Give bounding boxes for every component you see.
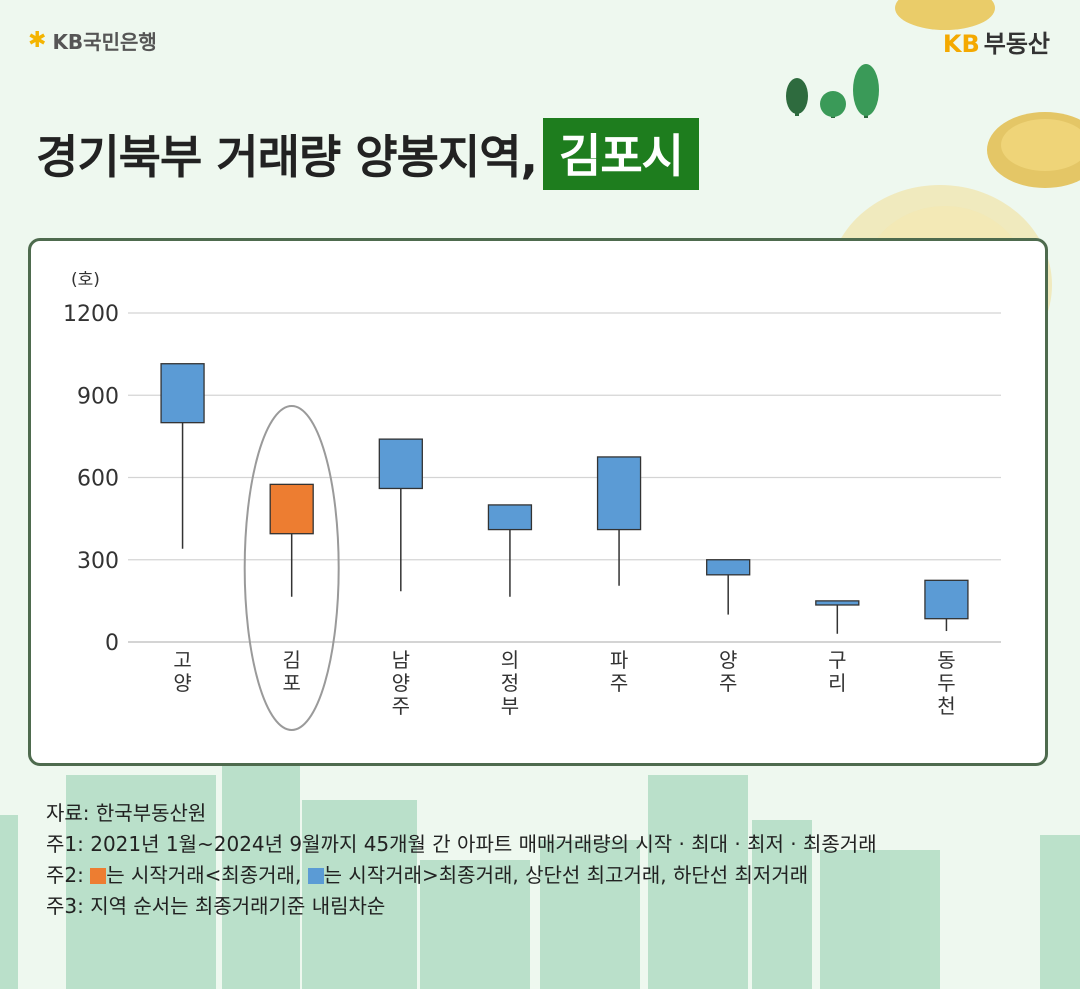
x-tick-label: 주	[719, 671, 737, 695]
candle-body	[924, 579, 969, 620]
x-tick-label: 주	[392, 694, 410, 718]
title-main: 경기북부 거래량 양봉지역,	[36, 130, 538, 184]
x-tick-label: 김	[282, 648, 300, 672]
x-tick-label: 남	[392, 648, 410, 672]
x-tick-label: 주	[610, 671, 628, 695]
note-2-falling: 는 시작거래>최종거래, 상단선 최고거래, 하단선 최저거래	[323, 863, 809, 887]
x-tick-label: 파	[610, 648, 628, 672]
kb-realestate-text: 부동산	[983, 30, 1050, 58]
source-note: 자료: 한국부동산원	[46, 801, 207, 825]
x-tick-label: 양	[719, 648, 737, 672]
page-title: 경기북부 거래량 양봉지역, 김포시	[36, 118, 699, 190]
y-tick-label: 1200	[63, 302, 119, 327]
note-2-prefix: 주2:	[46, 863, 91, 887]
orange-square-legend	[90, 868, 107, 884]
x-tick-label: 구	[828, 648, 846, 672]
candle-body	[596, 456, 642, 531]
kb-realestate-kb: KB	[942, 30, 980, 58]
title-highlight: 김포시	[543, 118, 699, 190]
highlight-ellipse	[243, 405, 340, 731]
x-tick-label: 리	[828, 671, 846, 695]
x-tick-label: 양	[392, 671, 410, 695]
note-2: 주2: 는 시작거래<최종거래, 는 시작거래>최종거래, 상단선 최고거래, …	[46, 860, 877, 891]
x-tick-label: 동	[937, 648, 955, 672]
candle-body	[269, 483, 314, 535]
y-tick-label: 0	[105, 631, 119, 656]
blue-square-legend	[307, 868, 324, 884]
candle-body	[378, 438, 423, 490]
x-tick-label: 두	[937, 671, 955, 695]
kb-bank-text: KB국민은행	[52, 30, 157, 54]
kb-bank-logo: ✱ KB국민은행	[28, 26, 157, 55]
candle-body	[815, 600, 860, 606]
notes: 자료: 한국부동산원 주1: 2021년 1월~2024년 9월까지 45개월 …	[46, 798, 877, 922]
x-tick-label: 포	[282, 671, 300, 695]
x-tick-label: 천	[937, 694, 955, 718]
x-tick-label: 양	[173, 671, 191, 695]
y-axis-unit: (호)	[71, 270, 100, 290]
city-skyline	[0, 728, 1080, 989]
note-2-rising: 는 시작거래<최종거래,	[106, 863, 308, 887]
y-tick-label: 900	[77, 384, 119, 409]
x-tick-label: 정	[501, 671, 519, 695]
x-tick-label: 부	[501, 694, 519, 718]
candle-body	[160, 363, 205, 424]
kb-realestate-logo: KB 부동산	[943, 24, 1050, 59]
candle-body	[706, 559, 751, 576]
trees	[786, 64, 879, 118]
x-tick-label: 의	[501, 648, 519, 672]
y-tick-label: 300	[77, 549, 119, 574]
note-3: 주3: 지역 순서는 최종거래기준 내림차순	[46, 894, 386, 918]
note-1: 주1: 2021년 1월~2024년 9월까지 45개월 간 아파트 매매거래량…	[46, 832, 877, 856]
y-tick-label: 600	[77, 467, 119, 492]
chart-card: (호) 0 300 600 900 1200 고 양 김 포 남 양 주 의 정 부 파 주 양 주 구 리 동 두 천	[28, 238, 1048, 766]
x-tick-label: 고	[173, 648, 191, 672]
candle-body	[487, 504, 533, 531]
kb-star-icon: ✱	[28, 27, 47, 53]
